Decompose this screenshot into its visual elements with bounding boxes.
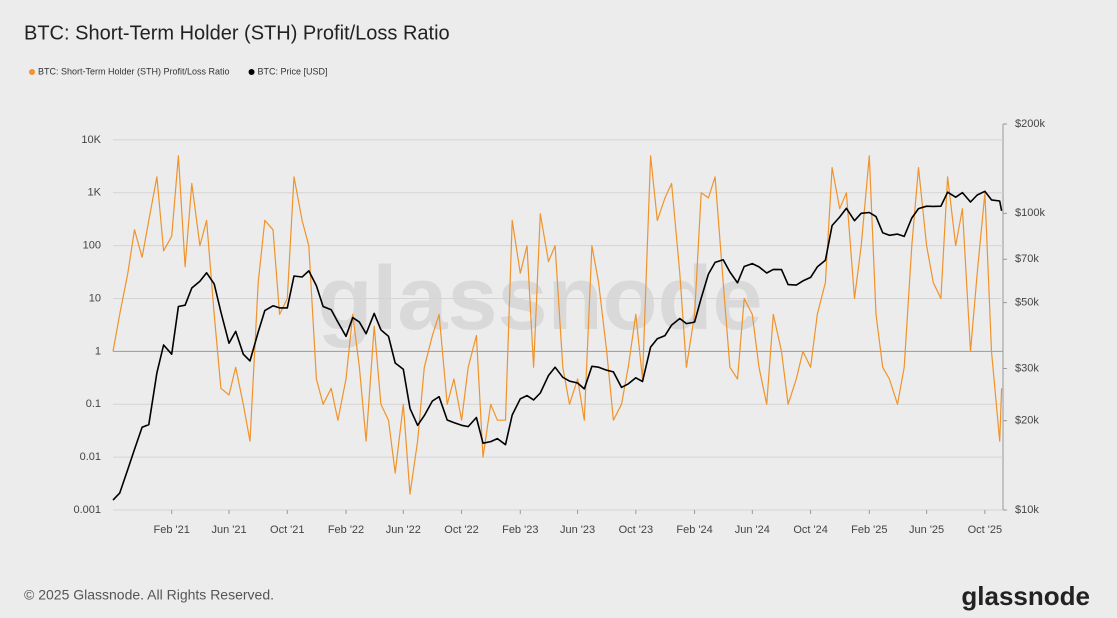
x-tick-label: Feb '23: [502, 524, 538, 536]
chart-title: BTC: Short-Term Holder (STH) Profit/Loss…: [24, 22, 450, 44]
x-tick-label: Oct '25: [968, 524, 1003, 536]
x-tick-label: Oct '22: [444, 524, 479, 536]
y2-tick-label: $70k: [1015, 253, 1039, 265]
y-tick-label: 10K: [81, 134, 101, 146]
y-tick-label: 1K: [88, 187, 102, 199]
y-tick-label: 10: [89, 292, 101, 304]
x-tick-label: Feb '25: [851, 524, 887, 536]
x-tick-label: Feb '22: [328, 524, 364, 536]
legend-marker: [248, 69, 255, 75]
y-tick-label: 1: [95, 345, 101, 357]
x-tick-label: Jun '21: [211, 524, 246, 536]
x-tick-label: Oct '24: [793, 524, 828, 536]
y2-tick-label: $10k: [1015, 504, 1039, 516]
y2-tick-label: $100k: [1015, 207, 1045, 219]
y2-tick-label: $50k: [1015, 297, 1039, 309]
y-tick-label: 0.01: [80, 451, 101, 463]
y2-tick-label: $20k: [1015, 415, 1039, 427]
series-line: [112, 190, 1003, 501]
x-tick-label: Oct '23: [619, 524, 654, 536]
y2-tick-label: $30k: [1015, 362, 1039, 374]
legend-label: BTC: Price [USD]: [258, 66, 328, 76]
x-tick-label: Jun '23: [560, 524, 595, 536]
x-tick-label: Jun '24: [735, 524, 770, 536]
footer: © 2025 Glassnode. All Rights Reserved.: [24, 587, 274, 603]
x-tick-label: Feb '24: [676, 524, 712, 536]
logo: glassnode: [961, 581, 1090, 611]
x-tick-label: Jun '22: [386, 524, 421, 536]
y-tick-label: 100: [83, 240, 101, 252]
y-tick-label: 0.001: [73, 504, 101, 516]
series-line: [112, 155, 1003, 495]
legend-marker: [29, 69, 35, 75]
x-tick-label: Jun '25: [909, 524, 944, 536]
y2-tick-label: $200k: [1015, 118, 1045, 130]
legend-label: BTC: Short-Term Holder (STH) Profit/Loss…: [38, 66, 230, 76]
x-tick-label: Oct '21: [270, 524, 305, 536]
y-tick-label: 0.1: [86, 398, 101, 410]
x-tick-label: Feb '21: [154, 524, 190, 536]
